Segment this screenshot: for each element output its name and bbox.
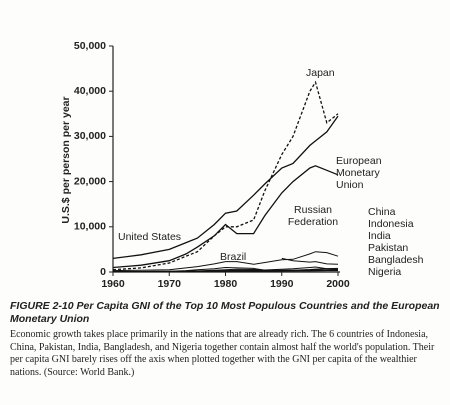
series-label: Nigeria (368, 266, 402, 278)
series-line (113, 266, 338, 272)
series-line (112, 115, 339, 260)
series-label: Japan (306, 67, 335, 79)
y-tick-label: 30,000 (74, 130, 106, 142)
x-tick-label: 1960 (101, 278, 125, 290)
series-label: European Monetary Union (336, 155, 382, 191)
series-label: China (368, 206, 396, 218)
x-tick-label: 1970 (158, 278, 182, 290)
series-label: India (368, 230, 391, 242)
series-label: Indonesia (368, 218, 414, 230)
series-label: United States (118, 231, 182, 243)
x-tick-label: 1980 (214, 278, 238, 290)
y-tick-label: 0 (100, 266, 106, 278)
series-label: Bangladesh (368, 254, 424, 266)
caption-title: FIGURE 2-10 Per Capita GNI of the Top 10… (10, 300, 440, 325)
series-label: Brazil (220, 251, 247, 263)
chart: U.S.$ per person per year 0 10,000 20,000 3… (60, 40, 350, 290)
series-label: Russian Federation (287, 204, 339, 228)
series-line (281, 257, 339, 265)
series-line (112, 251, 339, 272)
y-tick-label: 40,000 (74, 85, 106, 97)
y-tick-label: 50,000 (74, 40, 106, 52)
x-tick-label: 1990 (270, 278, 294, 290)
series-line (112, 80, 339, 271)
series-line (112, 165, 339, 269)
x-tick-label: 2000 (326, 278, 350, 290)
y-axis-title: U.S.$ per person per year (60, 96, 72, 223)
y-tick-label: 20,000 (74, 175, 106, 187)
caption-text: Economic growth takes place primarily in… (10, 329, 435, 378)
y-tick-label: 10,000 (74, 221, 106, 233)
series-label: Pakistan (368, 242, 409, 254)
